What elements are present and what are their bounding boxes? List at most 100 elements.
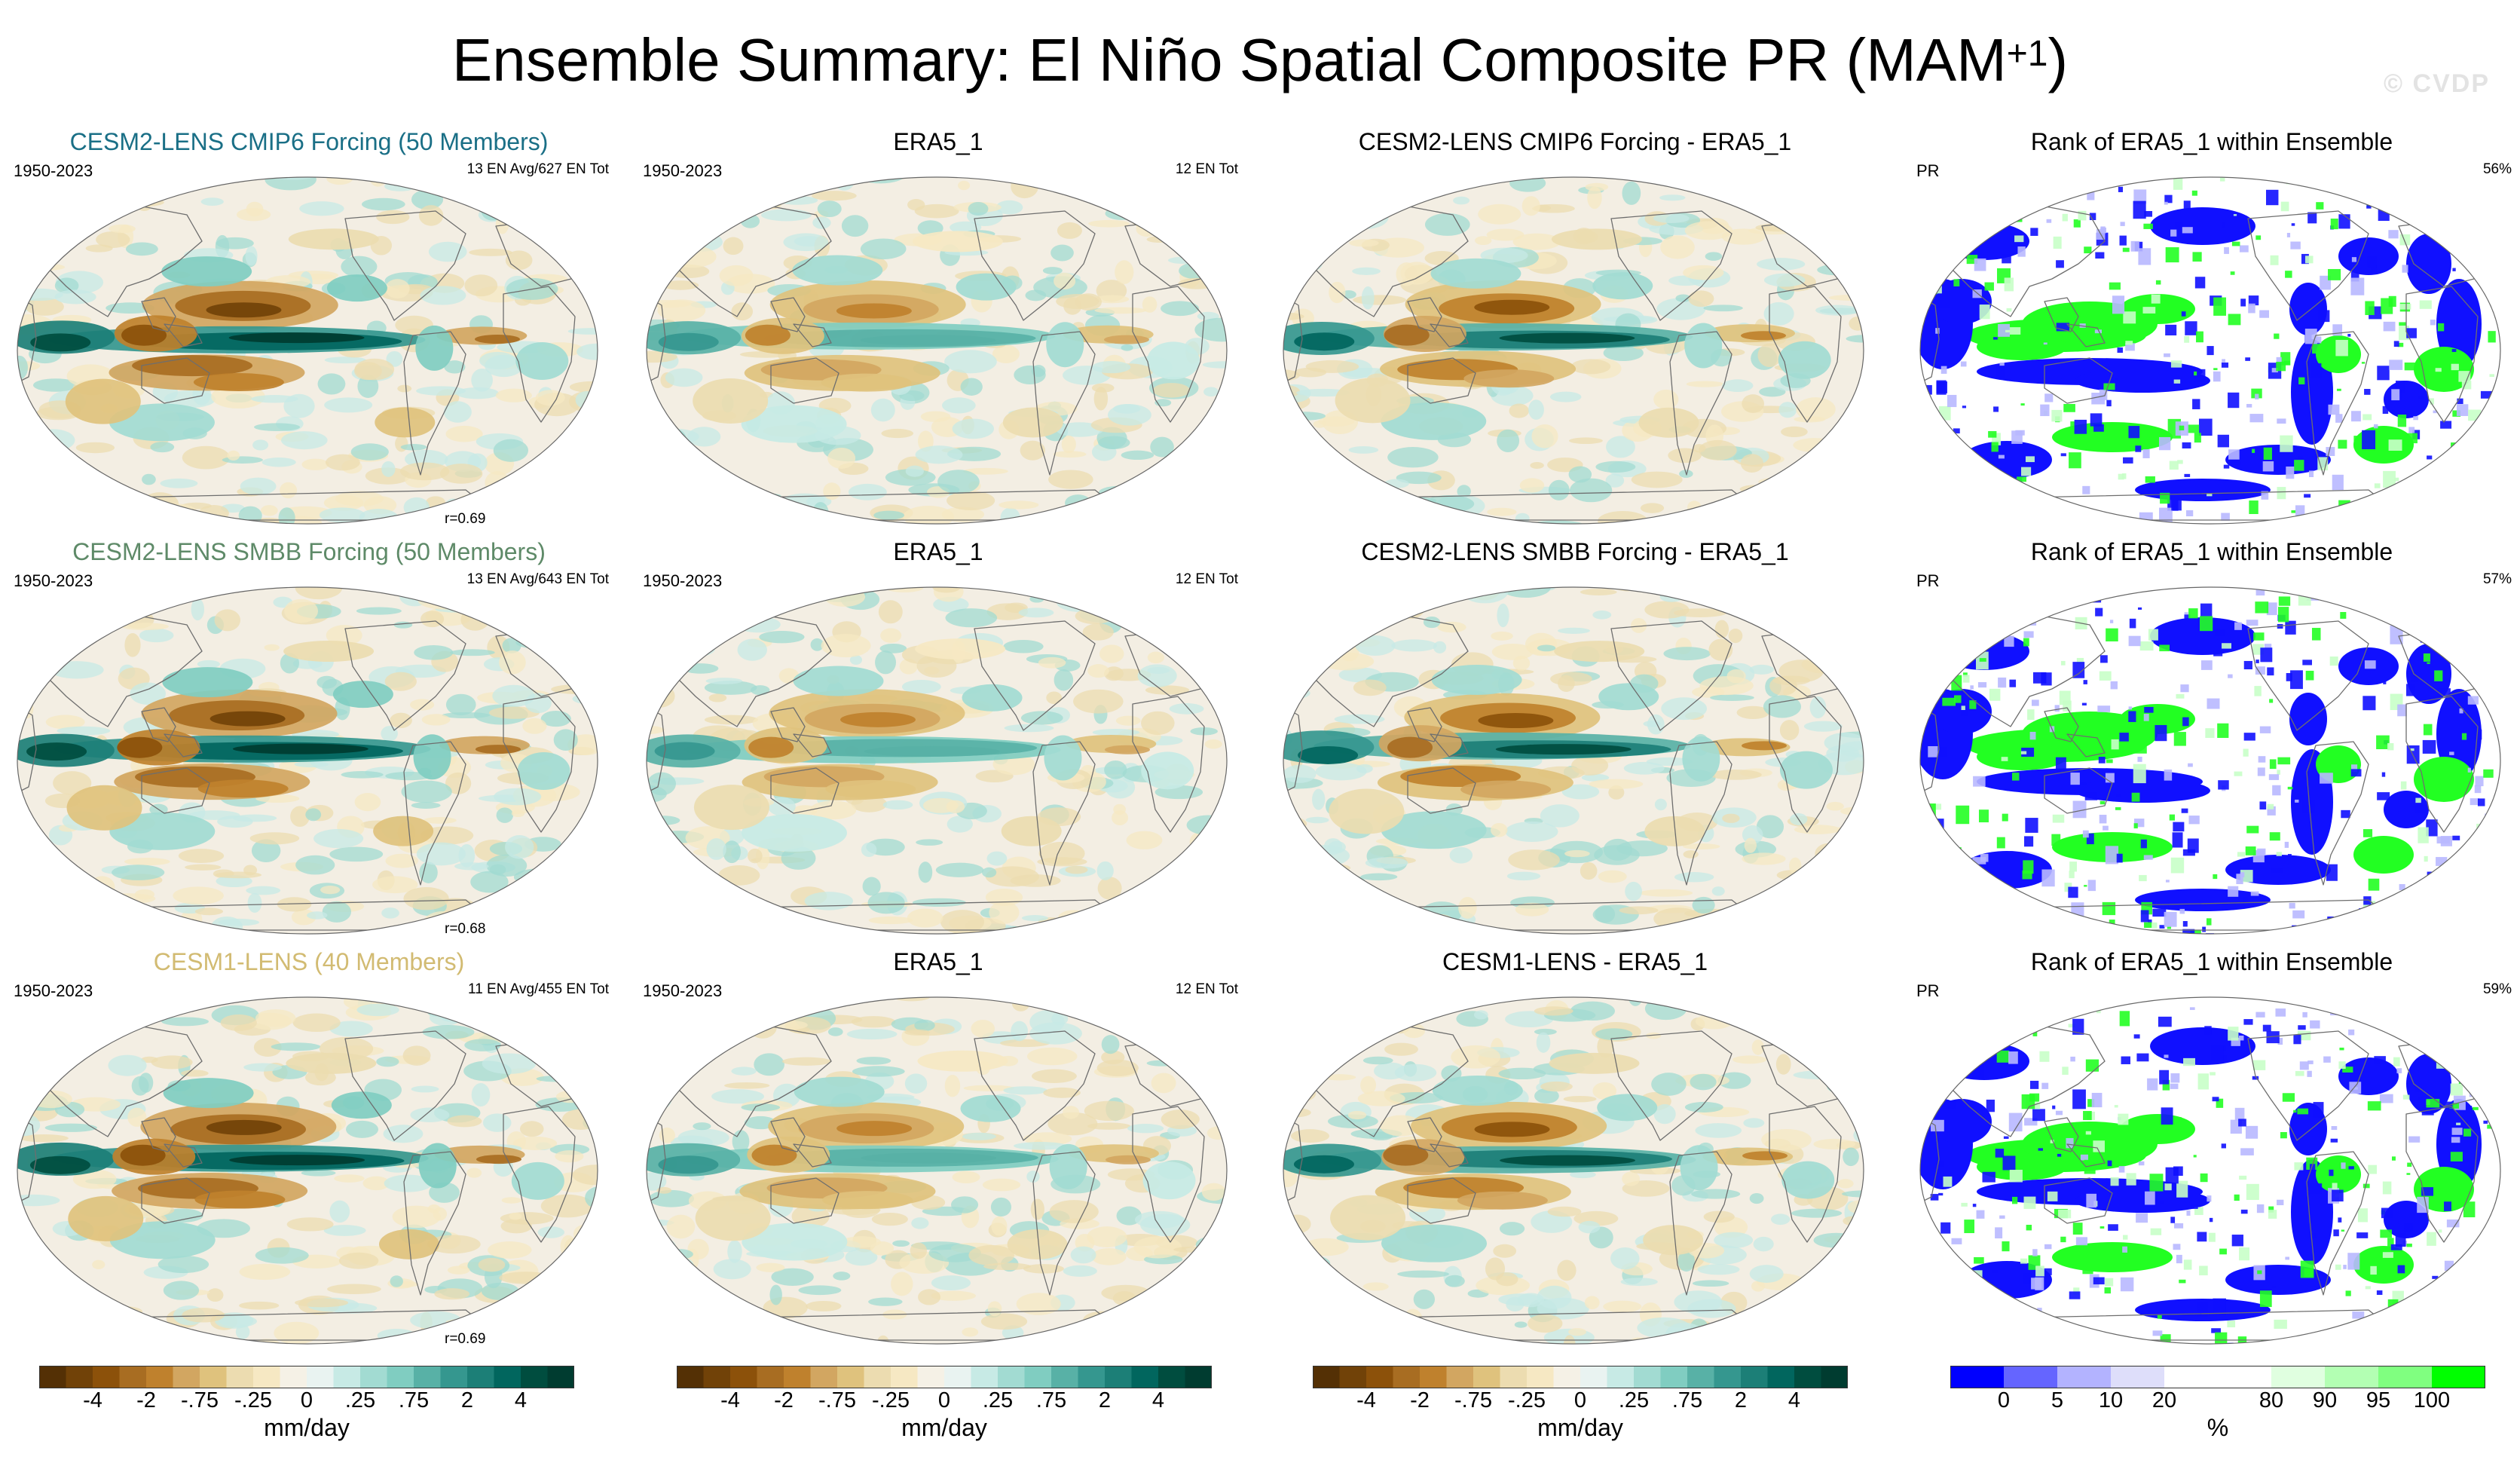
- anomaly-patch: [1687, 500, 1702, 514]
- anomaly-patch: [1639, 889, 1693, 897]
- anomaly-patch: [1139, 473, 1192, 483]
- rank-cell: [1928, 1305, 1935, 1315]
- panel-title: Rank of ERA5_1 within Ensemble: [2030, 128, 2393, 155]
- rank-cell: [2473, 729, 2482, 740]
- map-border: [1283, 176, 1864, 525]
- anomaly-region: [1007, 1229, 1068, 1259]
- anomaly-patch: [1726, 907, 1760, 920]
- rank-cell: [2357, 1208, 2368, 1223]
- anomaly-patch: [1644, 997, 1687, 1021]
- anomaly-patch: [1747, 1318, 1768, 1342]
- anomaly-patch: [1580, 589, 1617, 595]
- anomaly-patch: [182, 1308, 225, 1323]
- anomaly-region: [1463, 369, 1555, 388]
- anomaly-patch: [960, 378, 983, 396]
- rank-cell: [2424, 855, 2428, 862]
- anomaly-patch: [1392, 587, 1438, 592]
- rank-cell: [2275, 1008, 2286, 1017]
- anomaly-patch: [261, 457, 296, 467]
- anomaly-patch: [1200, 604, 1227, 623]
- rank-cell: [1996, 837, 2005, 849]
- anomaly-patch: [1674, 872, 1714, 883]
- rank-cell: [2032, 1249, 2038, 1256]
- anomaly-patch: [664, 893, 702, 907]
- rank-cell: [2095, 607, 2103, 617]
- coastline: [1032, 331, 1096, 476]
- panel-title: CESM1-LENS - ERA5_1: [1442, 948, 1708, 975]
- rank-cell: [1938, 406, 1951, 421]
- anomaly-region: [1001, 816, 1062, 846]
- panel-diff-row3: CESM1-LENS - ERA5_1: [1266, 948, 1884, 1355]
- anomaly-patch: [1630, 618, 1647, 633]
- colorbar-swatch: [39, 1366, 66, 1388]
- rank-cell: [1953, 695, 1962, 703]
- rank-cell: [1933, 641, 1940, 651]
- rank-cell: [2150, 1228, 2162, 1235]
- rank-cell: [2060, 453, 2066, 457]
- rank-cell: [2452, 268, 2456, 271]
- panel-en-count: 11 EN Avg/455 EN Tot: [468, 981, 609, 997]
- colorbar-swatch: [784, 1366, 811, 1388]
- coastline: [344, 620, 466, 731]
- anomaly-patch: [553, 729, 578, 751]
- anomaly-patch: [1393, 497, 1437, 505]
- rank-cell: [2463, 1342, 2468, 1344]
- rank-cell: [2097, 705, 2111, 712]
- cvdp-watermark: © CVDP: [2384, 69, 2490, 98]
- coastline: [672, 613, 832, 727]
- rank-cell: [2133, 764, 2146, 784]
- rank-cell: [2271, 867, 2283, 873]
- anomaly-patch: [214, 1312, 254, 1329]
- anomaly-patch: [49, 509, 98, 523]
- rank-cell: [2259, 801, 2267, 809]
- rank-cell: [2063, 403, 2075, 412]
- anomaly-region: [836, 1121, 913, 1137]
- rank-cell: [2290, 670, 2303, 690]
- rank-cell: [2421, 1187, 2434, 1196]
- anomaly-patch: [940, 910, 985, 934]
- rank-cell: [2095, 252, 2105, 259]
- anomaly-patch: [517, 997, 564, 1011]
- rank-cell: [2234, 622, 2242, 630]
- anomaly-region: [229, 1155, 365, 1166]
- colorbar-unit: %: [2207, 1414, 2229, 1441]
- rank-cell: [2432, 1275, 2439, 1279]
- anomaly-patch: [1812, 491, 1836, 503]
- coastline: [2044, 767, 2113, 814]
- rank-cell: [2115, 806, 2121, 810]
- anomaly-patch: [1722, 813, 1740, 823]
- coastline: [1769, 1106, 1842, 1243]
- anomaly-patch: [1757, 258, 1806, 271]
- rank-cell: [2304, 1268, 2313, 1278]
- colorbar-swatch: [1794, 1366, 1821, 1388]
- anomaly-patch: [439, 464, 483, 484]
- anomaly-patch: [1435, 997, 1463, 1006]
- anomaly-region: [1478, 713, 1554, 729]
- anomaly-patch: [324, 397, 373, 413]
- rank-cell: [1992, 337, 1998, 340]
- anomaly-patch: [19, 1134, 69, 1143]
- anomaly-patch: [583, 287, 597, 298]
- coastline: [1610, 1030, 1732, 1141]
- rank-cell: [2418, 1319, 2427, 1325]
- anomaly-region: [1335, 378, 1411, 424]
- rank-cell: [2391, 389, 2400, 401]
- rank-cell: [2143, 714, 2149, 721]
- colorbar-swatch: [414, 1366, 441, 1388]
- rank-cell: [2444, 1201, 2451, 1211]
- anomaly-patch: [1664, 587, 1682, 591]
- anomaly-patch: [946, 800, 965, 813]
- anomaly-patch: [294, 761, 329, 768]
- rank-cell: [1992, 433, 2002, 445]
- rank-cell: [2347, 1253, 2360, 1270]
- anomaly-region: [109, 403, 215, 442]
- anomaly-patch: [286, 1217, 334, 1232]
- coastline: [2306, 1151, 2369, 1296]
- anomaly-patch: [1557, 1259, 1577, 1281]
- rank-cell: [1937, 427, 1950, 440]
- rank-cell: [2489, 658, 2500, 672]
- rank-cell: [1937, 504, 1946, 515]
- rank-cell: [2474, 1075, 2482, 1083]
- rank-cell: [2280, 201, 2289, 212]
- anomaly-patch: [734, 493, 760, 506]
